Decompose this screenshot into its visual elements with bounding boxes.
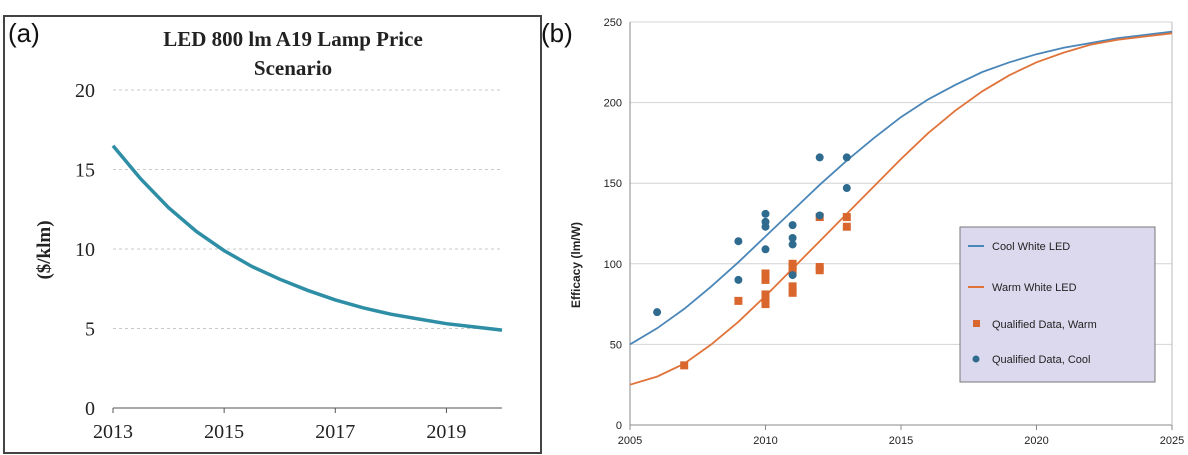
chart-b-x-tick: 2020 [1024,435,1048,447]
warm-data-point [761,300,770,309]
chart-b-y-tick: 150 [604,178,622,190]
warm-data-point [788,282,797,291]
cool-data-point [815,153,824,162]
chart-b-gridlines [629,21,1173,430]
warm-data-point [761,295,770,304]
chart-b-x-tick: 2005 [618,435,642,447]
legend-swatch-cool-points [972,355,980,363]
legend-label-cool-points: Qualified Data, Cool [992,354,1090,366]
chart-a-x-tick-labels: 2013 2015 2017 2019 [93,421,466,443]
cool-data-point [788,240,797,249]
warm-data-point [842,222,851,231]
cool-data-point [788,234,797,243]
cool-data-point [761,222,770,231]
warm-data-point [761,290,770,299]
cool-data-point [788,221,797,230]
warm-data-point [680,361,689,370]
chart-b-x-tick: 2015 [889,435,913,447]
chart-b-x-tick: 2010 [753,435,777,447]
price-line [111,144,503,332]
warm-data-point [788,267,797,276]
warm-data-point [815,266,824,275]
cool-data-point [842,153,851,162]
chart-a-series [111,144,503,332]
warm-data-point [761,269,770,278]
chart-b-y-tick: 250 [604,17,622,29]
chart-b-y-tick: 0 [616,420,622,432]
cool-white-curve [629,30,1173,346]
chart-b-y-tick: 100 [604,259,622,271]
cool-data-point [734,237,743,246]
cool-data-point [653,308,662,317]
cool-data-point [761,217,770,226]
warm-white-curve [629,32,1173,386]
chart-a-x-tick: 2015 [204,421,244,443]
cool-data-point [788,271,797,280]
cool-data-point [842,184,851,193]
panel-label-a: (a) [8,18,40,48]
chart-b-y-tick-labels: 0 50 100 150 200 250 [604,17,622,432]
chart-a-y-tick: 5 [85,319,95,341]
cool-data-point [734,275,743,284]
chart-b-curves [629,30,1173,386]
warm-data-point [815,263,824,272]
chart-b-x-tick: 2025 [1160,435,1184,447]
warm-data-point [815,213,824,222]
chart-b-y-tick: 200 [604,98,622,110]
chart-a-title-line1: LED 800 lm A19 Lamp Price [163,27,423,51]
warm-data-point [788,288,797,297]
chart-a-x-tick: 2017 [315,421,355,443]
chart-a-x-tick: 2019 [426,421,466,443]
chart-a-frame [3,15,542,454]
chart-b-y-tick: 50 [610,339,622,351]
chart-a-y-tick: 10 [75,239,95,261]
warm-data-point [761,272,770,281]
chart-a-y-tick-labels: 0 5 10 15 20 [75,80,95,420]
warm-data-point [734,296,743,305]
chart-a-y-axis-label: ($/klm) [34,220,55,279]
legend-box [959,226,1156,383]
legend-label-warm-line: Warm White LED [992,282,1077,294]
chart-b-x-tick-labels: 2005 2010 2015 2020 2025 [618,435,1184,447]
chart-b-y-axis-label: Efficacy (lm/W) [569,222,583,308]
chart-a-title-line2: Scenario [254,56,332,80]
chart-a-gridlines [112,89,502,413]
warm-data-point [761,275,770,284]
warm-data-point [788,263,797,272]
chart-a-y-tick: 0 [85,398,95,420]
chart-a-y-tick: 15 [75,160,95,182]
chart-b-legend: Cool White LED Warm White LED Qualified … [959,226,1156,383]
cool-data-point [815,211,824,220]
legend-swatch-warm-points [973,320,980,327]
chart-a-x-tick: 2013 [93,421,133,443]
chart-b-points [653,153,851,370]
cool-data-point [761,209,770,218]
chart-a-y-tick: 20 [75,80,95,102]
legend-label-cool-line: Cool White LED [992,241,1070,253]
cool-data-point [761,245,770,254]
panel-label-b: (b) [541,18,573,48]
warm-data-point [842,213,851,222]
price-scenario-chart: LED 800 lm A19 Lamp Price Scenario 0 5 10 1… [3,15,542,454]
warm-data-point [788,259,797,268]
legend-label-warm-points: Qualified Data, Warm [992,319,1097,331]
